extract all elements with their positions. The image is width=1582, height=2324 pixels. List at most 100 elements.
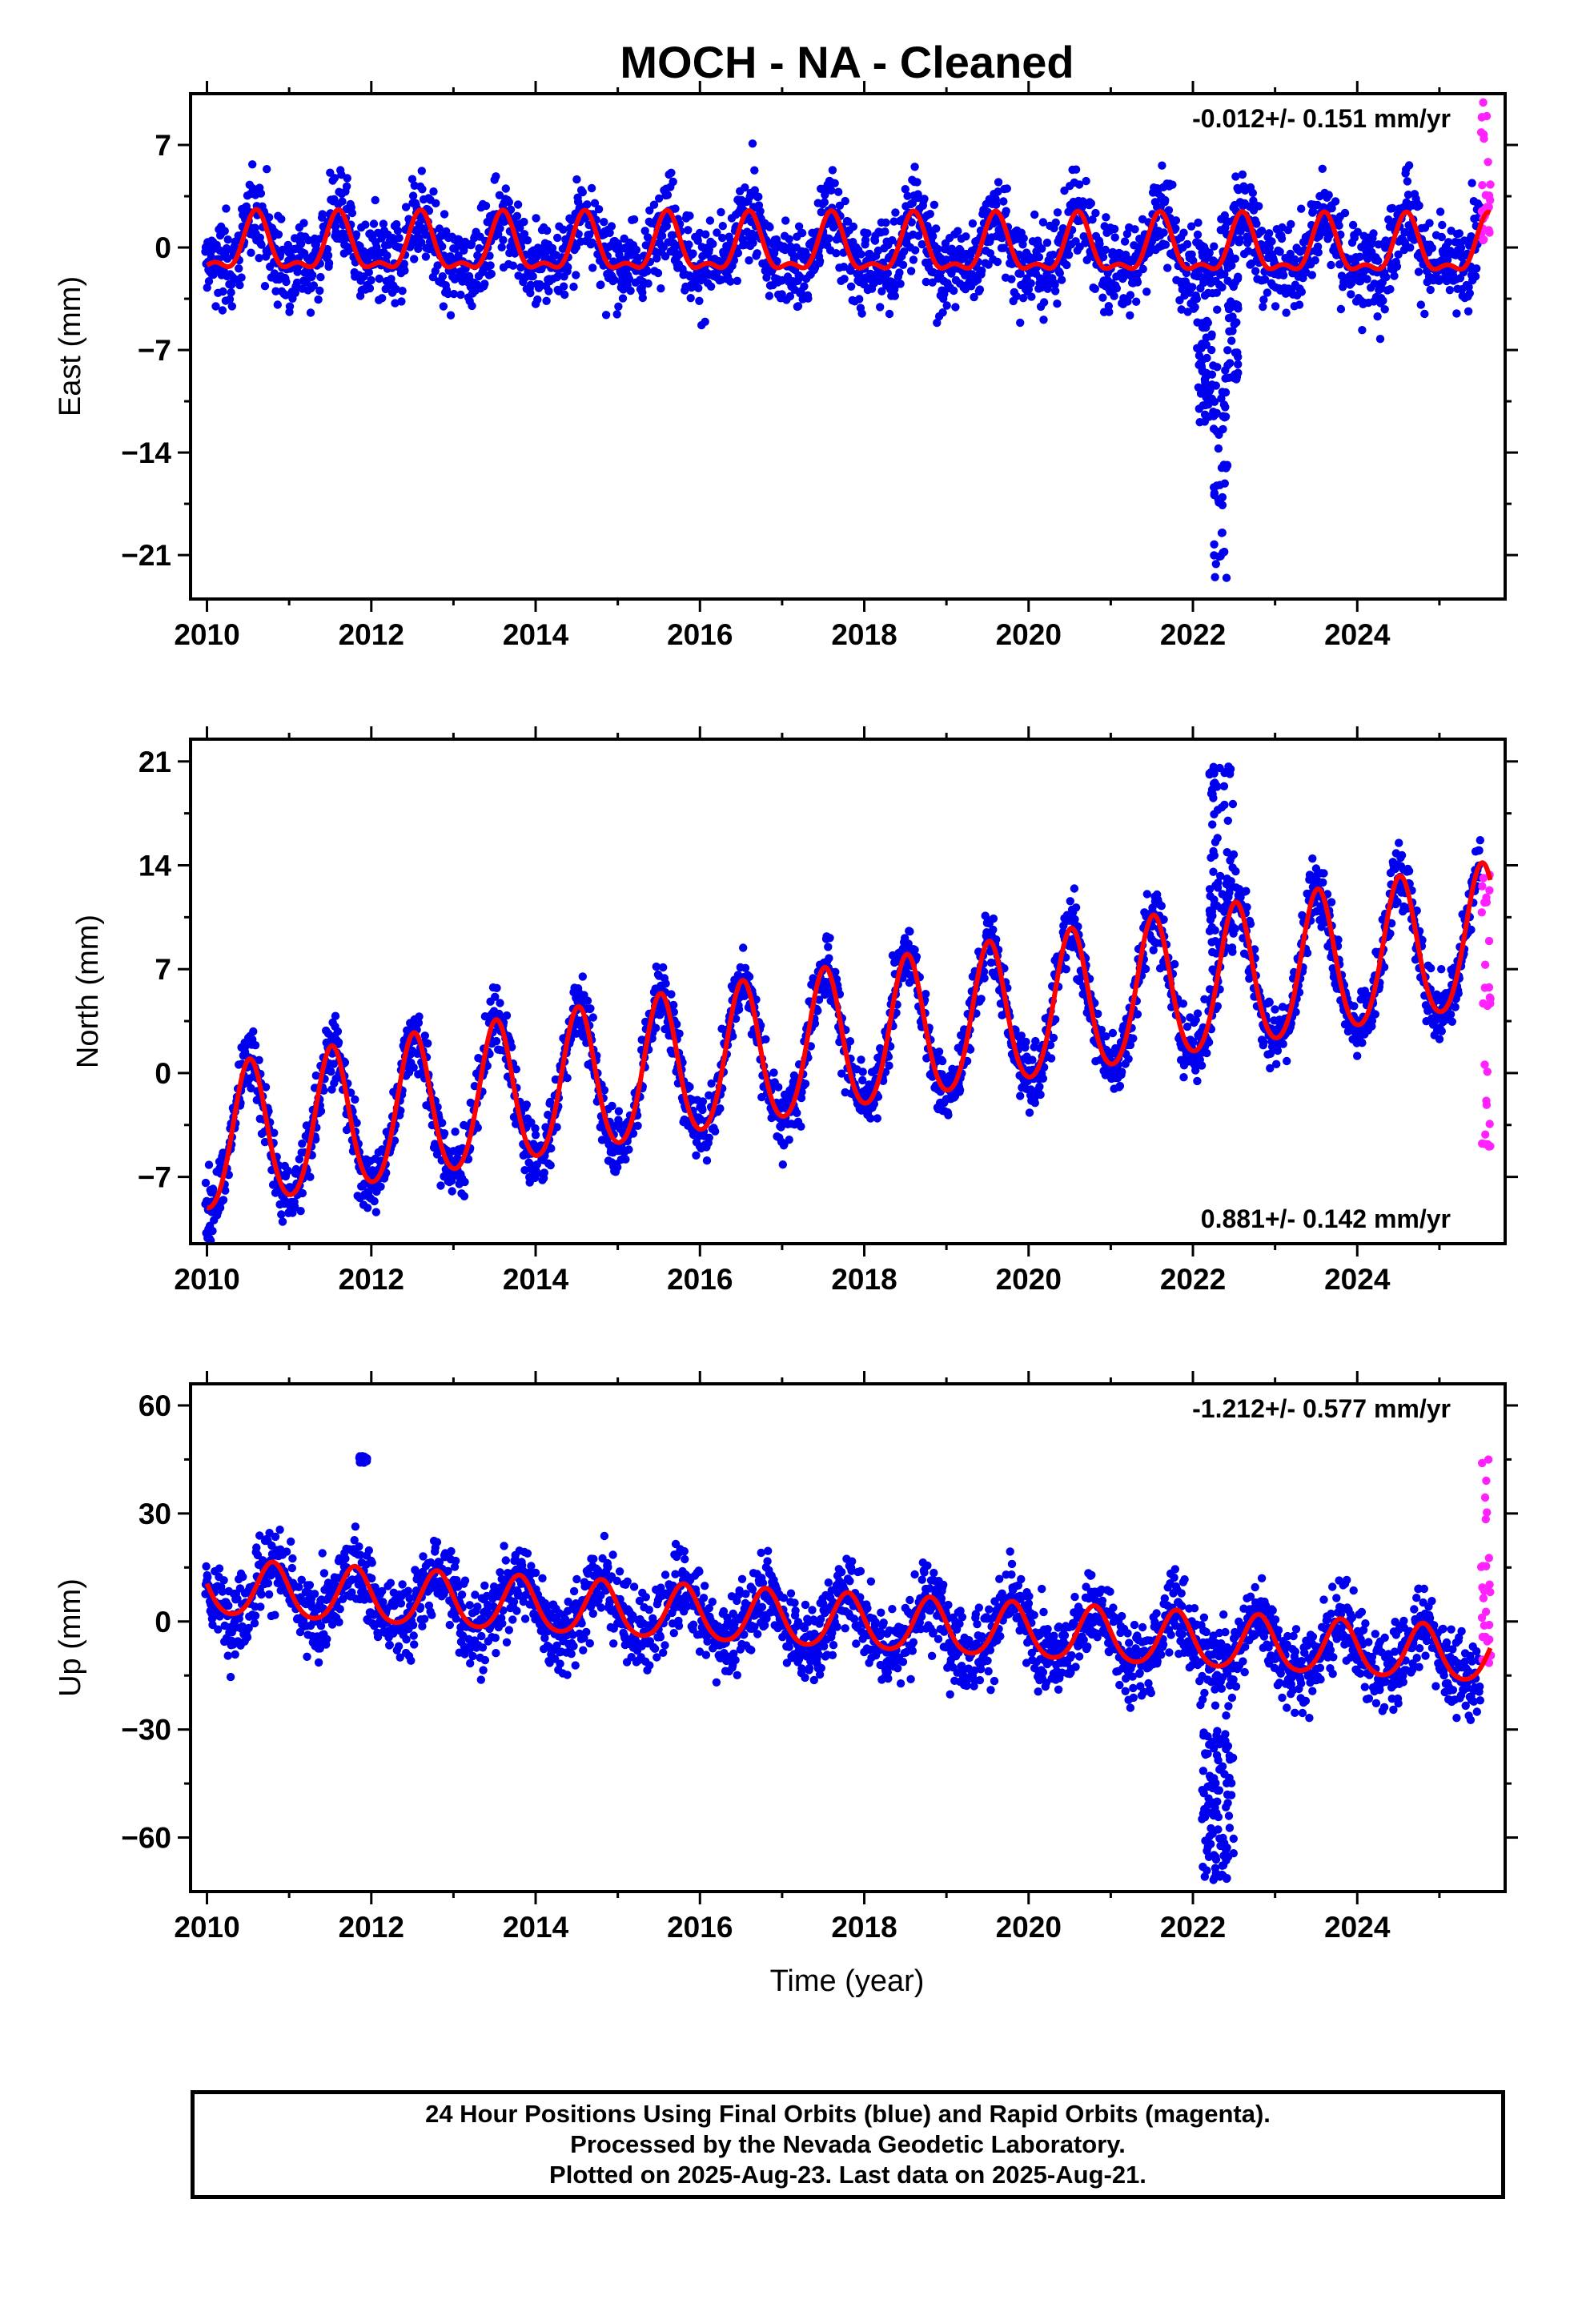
data-point: [454, 251, 463, 260]
data-point: [1232, 375, 1241, 384]
data-point: [449, 289, 459, 299]
x-tick-label: 2018: [831, 618, 897, 651]
rate-label: -0.012+/- 0.151 mm/yr: [1192, 104, 1451, 133]
data-point: [934, 1047, 944, 1056]
data-point: [1297, 204, 1306, 213]
data-point: [825, 934, 834, 943]
data-point: [718, 222, 727, 231]
data-point: [709, 239, 717, 248]
data-point: [211, 302, 220, 311]
data-point: [815, 256, 825, 266]
data-point: [331, 1011, 340, 1020]
data-point: [391, 299, 400, 308]
rapid-data-point: [1484, 226, 1493, 235]
data-point: [492, 172, 500, 181]
data-point: [685, 211, 694, 220]
data-point: [1420, 309, 1429, 319]
data-point: [1210, 540, 1219, 549]
data-point: [572, 271, 580, 279]
data-point: [1224, 314, 1234, 323]
data-point: [1227, 336, 1236, 345]
data-point: [694, 283, 703, 292]
data-point: [698, 1105, 707, 1115]
x-tick-label: 2012: [339, 618, 404, 651]
data-point: [1314, 248, 1323, 257]
x-axis: 2010 2012 2014 2016 2018 2020 2022 2024: [174, 81, 1441, 651]
data-point: [881, 218, 890, 227]
data-point: [410, 255, 419, 263]
data-point: [506, 205, 516, 214]
plot-frame: [189, 92, 1507, 601]
data-point: [1291, 255, 1299, 264]
data-point: [383, 251, 391, 260]
data-point: [1188, 283, 1197, 292]
data-point: [260, 282, 270, 291]
data-point: [662, 222, 671, 231]
data-point: [249, 1027, 258, 1036]
data-point: [1030, 210, 1039, 219]
data-point: [756, 207, 765, 215]
data-point: [1210, 242, 1219, 251]
data-point: [800, 282, 809, 291]
y-tick-label: −21: [121, 539, 171, 572]
data-point: [667, 990, 676, 999]
data-point: [1142, 890, 1152, 899]
rapid-data-point: [1486, 180, 1495, 189]
data-point: [895, 268, 904, 277]
data-point: [323, 244, 332, 254]
data-point: [1214, 444, 1223, 453]
data-point: [834, 187, 843, 196]
data-point: [247, 248, 255, 257]
data-point: [1133, 278, 1142, 287]
data-point: [480, 279, 489, 288]
data-point: [263, 165, 271, 174]
data-point: [588, 263, 597, 272]
data-point: [1112, 283, 1122, 293]
data-point: [1168, 180, 1177, 189]
data-point: [363, 1204, 372, 1212]
data-point: [1207, 370, 1217, 379]
data-point: [624, 1145, 633, 1154]
data-point: [475, 243, 484, 253]
data-point: [734, 1005, 744, 1014]
data-point: [667, 168, 676, 177]
data-point: [663, 191, 673, 199]
data-point: [698, 1097, 708, 1106]
data-point: [705, 1133, 713, 1143]
data-point: [227, 302, 236, 311]
data-point: [559, 282, 568, 291]
data-point: [481, 201, 491, 211]
data-point: [601, 311, 611, 320]
data-point: [1324, 191, 1333, 199]
data-point: [614, 302, 623, 311]
data-point: [1042, 238, 1052, 247]
data-point: [1257, 227, 1267, 235]
data-point: [741, 963, 750, 973]
data-point: [1263, 288, 1272, 297]
data-point: [1472, 264, 1481, 273]
data-point: [1271, 302, 1280, 311]
data-point: [1026, 279, 1035, 287]
data-point: [898, 260, 908, 269]
data-point: [1456, 243, 1466, 252]
data-point: [891, 208, 900, 217]
data-point: [442, 227, 451, 236]
data-point: [1327, 260, 1335, 270]
data-point: [296, 1207, 305, 1216]
data-point: [1363, 275, 1371, 283]
data-point: [1452, 309, 1461, 318]
data-point: [544, 287, 553, 296]
data-point: [716, 1104, 725, 1113]
data-point: [911, 246, 920, 255]
data-point: [855, 295, 864, 304]
data-point: [264, 213, 274, 222]
data-point: [774, 1083, 783, 1092]
data-point: [578, 972, 587, 981]
data-point: [613, 1163, 622, 1172]
data-point: [436, 1181, 445, 1190]
data-point: [669, 177, 677, 187]
data-point: [365, 283, 375, 293]
data-point: [1211, 381, 1221, 390]
data-point: [485, 251, 494, 260]
data-point: [235, 280, 244, 290]
